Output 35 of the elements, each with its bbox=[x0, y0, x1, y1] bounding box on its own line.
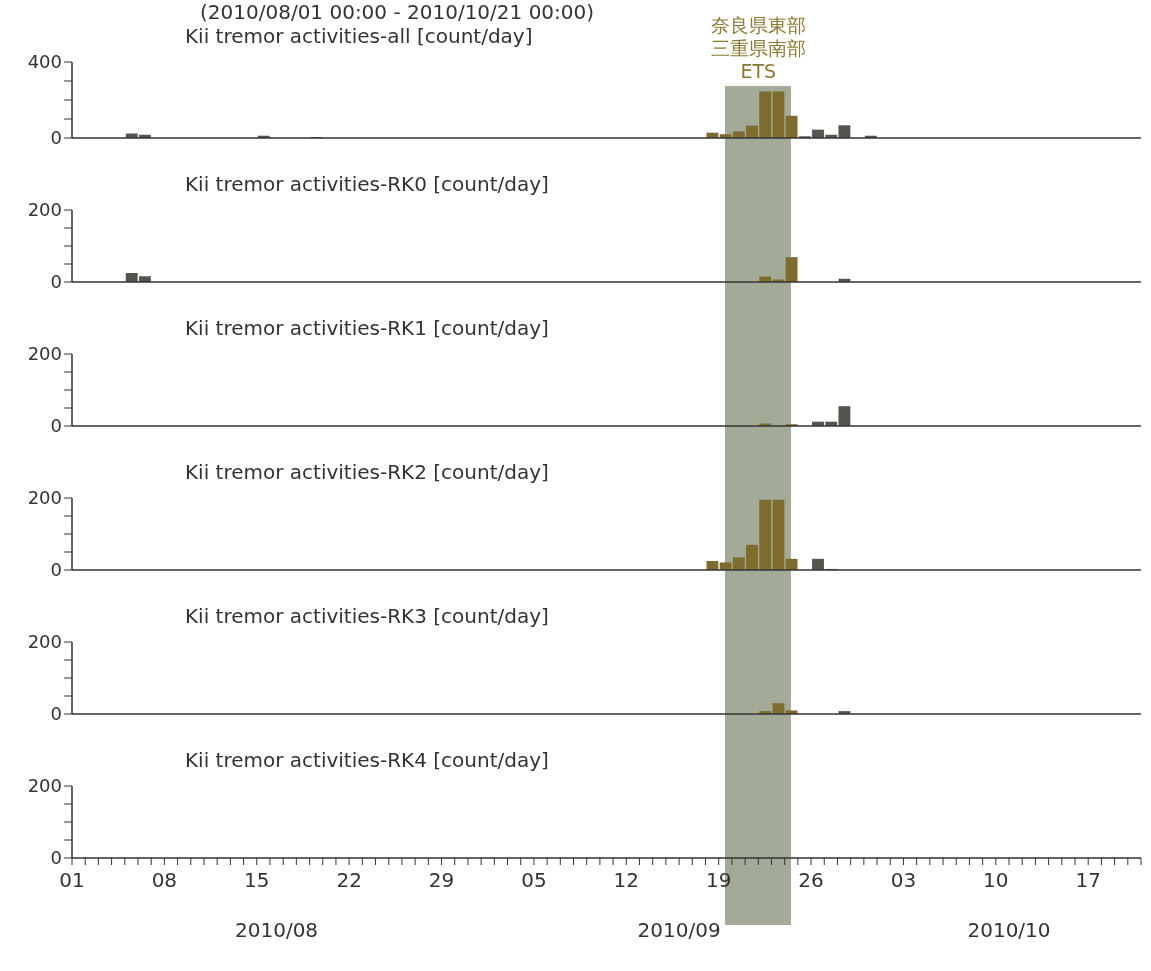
chart-title: Kii tremor activities-RK2 [count/day] bbox=[185, 460, 549, 484]
chart-title: Kii tremor activities-RK1 [count/day] bbox=[185, 316, 549, 340]
x-tick-label: 22 bbox=[336, 868, 362, 893]
x-tick-label: 17 bbox=[1075, 868, 1101, 893]
chart-title: Kii tremor activities-RK3 [count/day] bbox=[185, 604, 549, 628]
y-tick-label: 400 bbox=[27, 51, 62, 73]
x-tick-label: 08 bbox=[151, 868, 178, 893]
chart-title: (2010/08/01 00:00 - 2010/10/21 00:00) bbox=[200, 0, 595, 24]
x-tick-label: 01 bbox=[59, 868, 85, 893]
x-tick-label: 12 bbox=[613, 868, 640, 893]
x-tick-label: 19 bbox=[705, 868, 732, 893]
y-tick-label: 0 bbox=[50, 415, 62, 437]
x-tick-label: 15 bbox=[244, 868, 270, 893]
y-tick-label: 200 bbox=[27, 631, 62, 653]
chart-title: Kii tremor activities-RK0 [count/day] bbox=[185, 172, 549, 196]
x-tick-label: 29 bbox=[428, 868, 455, 893]
y-tick-label: 200 bbox=[27, 343, 62, 365]
text: 2010/08 bbox=[234, 918, 320, 942]
x-tick-label: 26 bbox=[798, 868, 824, 893]
y-tick-label: 0 bbox=[50, 847, 62, 869]
y-tick-label: 0 bbox=[50, 703, 62, 725]
y-tick-label: 200 bbox=[27, 775, 62, 797]
x-tick-label: 05 bbox=[521, 868, 547, 893]
x-tick-label: 10 bbox=[983, 868, 1009, 893]
y-tick-label: 200 bbox=[27, 199, 62, 221]
y-tick-label: 0 bbox=[50, 271, 62, 293]
y-tick-label: 200 bbox=[27, 487, 62, 509]
y-tick-label: 0 bbox=[50, 127, 62, 149]
text: 2010/09 bbox=[636, 918, 722, 942]
chart-subtitle: Kii tremor activities-all [count/day] bbox=[185, 24, 533, 48]
y-tick-label: 0 bbox=[50, 559, 62, 581]
x-tick-label: 03 bbox=[890, 868, 917, 893]
band-label: 奈良県東部三重県南部ETS bbox=[709, 14, 807, 83]
chart-title: Kii tremor activities-RK4 [count/day] bbox=[185, 748, 549, 772]
text: 2010/10 bbox=[966, 918, 1052, 942]
